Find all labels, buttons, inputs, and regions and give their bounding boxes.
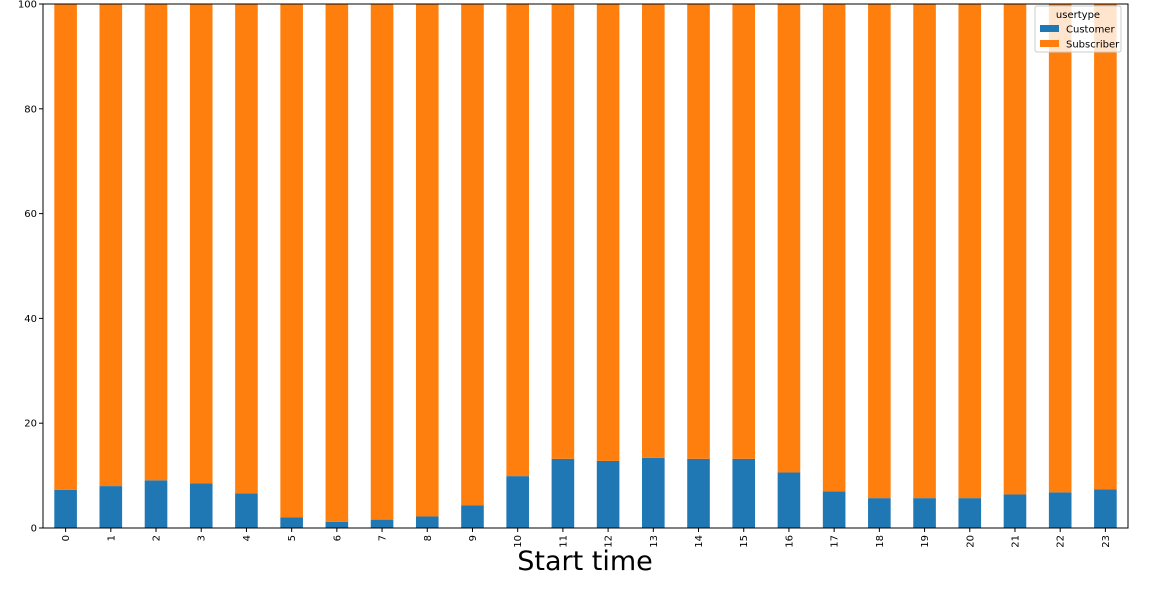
bar-subscriber-19 — [913, 4, 936, 499]
bar-subscriber-6 — [325, 4, 349, 522]
bar-customer-19 — [913, 498, 936, 528]
x-tick-label: 14 — [694, 535, 705, 548]
bar-customer-22 — [1048, 492, 1072, 528]
bar-customer-9 — [461, 505, 484, 528]
bar-subscriber-14 — [687, 4, 710, 459]
bar-customer-2 — [144, 480, 168, 528]
x-tick-label: 18 — [875, 535, 886, 548]
x-axis: 0 1 2 3 4 5 6 7 8 9 10 11 12 13 14 15 16 17 18 19 20 21 22 23 — [61, 528, 1112, 548]
bar-subscriber-12 — [596, 4, 620, 461]
x-tick-label: 4 — [242, 535, 253, 541]
legend: usertype Customer Subscriber — [1034, 5, 1122, 53]
x-tick-label: 20 — [965, 535, 976, 548]
bar-subscriber-23 — [1094, 4, 1117, 490]
bar-subscriber-2 — [144, 4, 168, 481]
x-tick-label: 7 — [378, 535, 389, 541]
bar-subscriber-9 — [461, 4, 484, 506]
x-tick-label: 2 — [152, 535, 163, 541]
bar-customer-18 — [868, 498, 891, 528]
legend-title: usertype — [1056, 10, 1100, 21]
bar-subscriber-20 — [958, 4, 982, 499]
bar-subscriber-8 — [415, 4, 439, 517]
x-axis-label: Start time — [517, 546, 653, 577]
bars-layer — [54, 4, 1117, 528]
x-tick-label: 8 — [423, 535, 434, 541]
y-tick-label: 80 — [24, 104, 37, 115]
bar-customer-16 — [777, 472, 801, 528]
bar-customer-5 — [280, 517, 303, 528]
x-tick-label: 15 — [739, 535, 750, 548]
y-tick-label: 40 — [24, 314, 37, 325]
bar-subscriber-0 — [54, 4, 77, 490]
x-tick-label: 10 — [513, 535, 524, 548]
x-tick-label: 17 — [830, 535, 841, 548]
bar-customer-4 — [235, 493, 258, 528]
bar-subscriber-1 — [99, 4, 123, 487]
bar-customer-14 — [687, 458, 710, 528]
bar-customer-10 — [506, 476, 529, 528]
bar-subscriber-16 — [777, 4, 801, 473]
bar-customer-7 — [370, 519, 394, 528]
x-tick-label: 5 — [287, 535, 298, 541]
bar-subscriber-11 — [551, 4, 575, 459]
bar-customer-11 — [551, 458, 575, 528]
y-tick-label: 100 — [18, 0, 37, 11]
x-tick-label: 0 — [61, 535, 72, 541]
bar-customer-6 — [325, 521, 349, 528]
bar-customer-23 — [1094, 489, 1117, 528]
x-tick-label: 1 — [106, 535, 117, 541]
bar-subscriber-13 — [642, 4, 665, 458]
x-tick-label: 19 — [920, 535, 931, 548]
x-tick-label: 6 — [332, 535, 343, 541]
y-tick-label: 0 — [31, 524, 37, 535]
bar-subscriber-15 — [732, 4, 756, 459]
bar-subscriber-22 — [1048, 4, 1072, 493]
x-tick-label: 16 — [784, 535, 795, 548]
bar-customer-1 — [99, 486, 123, 528]
bar-subscriber-21 — [1003, 4, 1027, 495]
bar-customer-12 — [596, 460, 620, 528]
x-tick-label: 23 — [1101, 535, 1112, 548]
bar-customer-3 — [189, 483, 213, 528]
x-tick-label: 11 — [558, 535, 569, 548]
bar-subscriber-7 — [370, 4, 394, 520]
legend-swatch-subscriber — [1040, 40, 1059, 47]
legend-label-subscriber: Subscriber — [1066, 40, 1120, 51]
x-tick-label: 12 — [604, 535, 615, 548]
legend-items: Customer Subscriber — [1040, 25, 1120, 51]
bar-customer-17 — [822, 491, 846, 528]
bar-customer-20 — [958, 498, 982, 528]
x-tick-label: 3 — [197, 535, 208, 541]
x-tick-label: 22 — [1056, 535, 1067, 548]
x-tick-label: 21 — [1010, 535, 1021, 548]
bar-customer-13 — [642, 457, 665, 528]
y-tick-label: 60 — [24, 209, 37, 220]
legend-swatch-customer — [1040, 25, 1059, 32]
x-tick-label: 9 — [468, 535, 479, 541]
bar-subscriber-18 — [868, 4, 891, 499]
plot-frame — [42, 3, 1129, 529]
x-tick-label: 13 — [649, 535, 660, 548]
bar-subscriber-3 — [189, 4, 213, 484]
y-tick-label: 20 — [24, 419, 37, 430]
bar-customer-0 — [54, 489, 77, 528]
bar-customer-8 — [415, 516, 439, 528]
bar-customer-21 — [1003, 494, 1027, 528]
bar-customer-15 — [732, 458, 756, 528]
bar-subscriber-10 — [506, 4, 529, 477]
bar-subscriber-5 — [280, 4, 303, 518]
bar-subscriber-17 — [822, 4, 846, 492]
bar-subscriber-4 — [235, 4, 258, 494]
legend-label-customer: Customer — [1066, 25, 1115, 36]
y-axis: 0 20 40 60 80 100 — [18, 0, 43, 535]
